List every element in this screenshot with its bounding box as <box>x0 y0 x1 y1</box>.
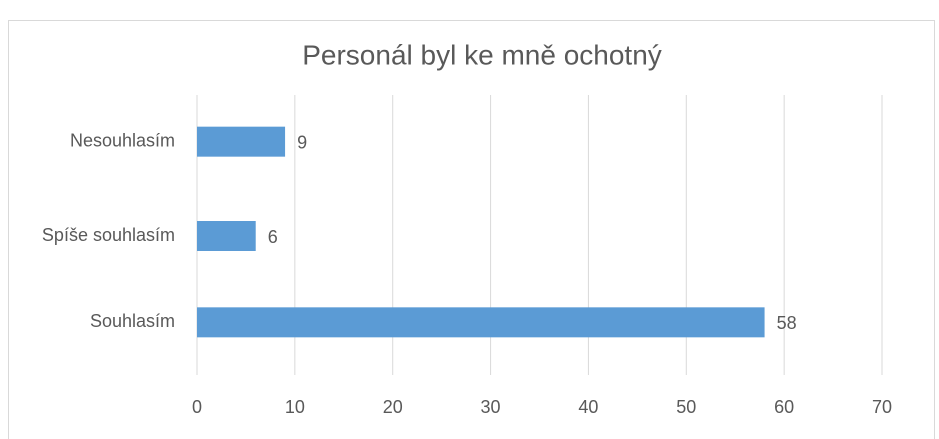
y-tick-label: Souhlasím <box>90 311 175 331</box>
data-label: 6 <box>268 227 278 247</box>
y-tick-label: Nesouhlasím <box>70 130 175 150</box>
bar <box>197 126 286 157</box>
data-label: 58 <box>777 313 797 333</box>
data-label: 9 <box>297 132 307 152</box>
x-tick-label: 70 <box>872 397 892 417</box>
x-tick-label: 0 <box>192 397 202 417</box>
x-tick-label: 20 <box>383 397 403 417</box>
x-tick-label: 60 <box>774 397 794 417</box>
x-tick-label: 30 <box>481 397 501 417</box>
x-tick-label: 10 <box>285 397 305 417</box>
y-tick-label: Spíše souhlasím <box>42 225 175 245</box>
chart-title: Personál byl ke mně ochotný <box>302 39 662 70</box>
bar <box>197 221 256 251</box>
chart-frame <box>8 20 935 439</box>
x-tick-label: 40 <box>578 397 598 417</box>
x-tick-label: 50 <box>676 397 696 417</box>
bar <box>197 307 765 338</box>
